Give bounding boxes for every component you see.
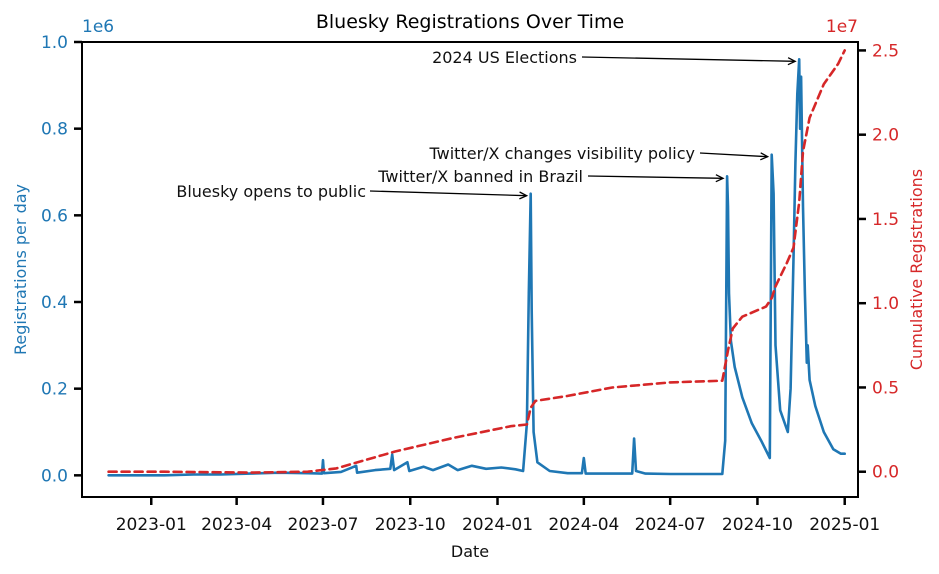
annotation-arrow [699,152,768,158]
x-tick-label: 2024-04 [548,515,619,535]
y-scale-label: 1e6 [82,17,114,37]
annotation-label: Twitter/X banned in Brazil [377,167,583,186]
y-tick-label: 1.0 [41,33,68,53]
y2-tick-label: 2.0 [872,126,899,146]
annotation-arrowhead [787,57,797,66]
x-tick-label: 2024-01 [462,515,533,535]
plot-frame [81,41,859,498]
chart-title: Bluesky Registrations Over Time [316,11,624,33]
annotation-arrowhead [760,152,770,161]
annotation-arrowhead [519,191,529,200]
annotation-label: Twitter/X changes visibility policy [429,144,695,163]
y2-tick-label: 2.5 [872,41,899,61]
annotation-label: Bluesky opens to public [176,182,366,201]
x-tick-label: 2024-10 [722,515,793,535]
y2-tick-label: 1.0 [872,294,899,314]
daily-registrations-line [107,58,846,477]
annotation-arrow [369,190,527,197]
y2-tick-label: 0.5 [872,378,899,398]
x-tick-label: 2023-04 [201,515,272,535]
y-tick-label: 0.0 [41,466,68,486]
y-tick-label: 0.2 [41,380,68,400]
y2-tick-label: 1.5 [872,210,899,230]
annotation-label: 2024 US Elections [432,48,577,67]
x-tick-label: 2025-01 [809,515,880,535]
y2-axis-title: Cumulative Registrations [907,169,926,370]
y2-scale-label: 1e7 [826,17,858,37]
x-tick-label: 2023-01 [116,515,187,535]
annotation-arrowhead [715,174,725,183]
x-tick-label: 2023-10 [375,515,446,535]
y-tick-label: 0.8 [41,120,68,140]
cumulative-registrations-line [107,49,846,474]
y-axis-title: Registrations per day [11,184,30,355]
annotation-arrow [581,56,796,62]
x-axis-title: Date [451,542,489,561]
x-tick-label: 2023-07 [287,515,358,535]
x-tick-label: 2024-07 [635,515,706,535]
y-tick-label: 0.6 [41,206,68,226]
y2-tick-label: 0.0 [872,463,899,483]
y-tick-label: 0.4 [41,293,68,313]
annotation-arrow [587,175,724,179]
